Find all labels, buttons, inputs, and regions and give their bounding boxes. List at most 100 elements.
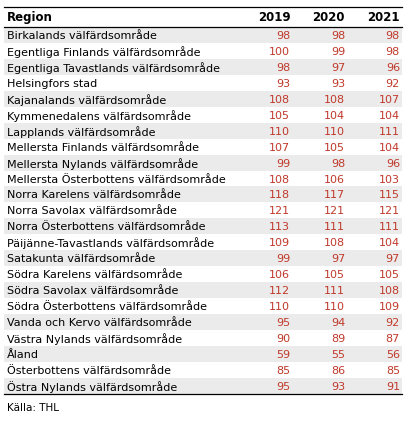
Bar bbox=[4, 346, 401, 362]
Text: Satakunta välfärdsområde: Satakunta välfärdsområde bbox=[7, 254, 155, 264]
Text: 110: 110 bbox=[323, 126, 344, 136]
Bar bbox=[4, 76, 401, 92]
Text: 108: 108 bbox=[323, 238, 344, 248]
Text: Lapplands välfärdsområde: Lapplands välfärdsområde bbox=[7, 126, 156, 137]
Text: 56: 56 bbox=[385, 349, 399, 359]
Text: 98: 98 bbox=[385, 31, 399, 41]
Text: 111: 111 bbox=[323, 222, 344, 232]
Text: 115: 115 bbox=[378, 190, 399, 200]
Text: 96: 96 bbox=[385, 158, 399, 168]
Bar bbox=[4, 235, 401, 251]
Text: 108: 108 bbox=[323, 95, 344, 104]
Text: 107: 107 bbox=[269, 142, 290, 152]
Text: 98: 98 bbox=[330, 158, 344, 168]
Text: 104: 104 bbox=[378, 111, 399, 120]
Bar bbox=[4, 171, 401, 187]
Text: 91: 91 bbox=[385, 381, 399, 391]
Bar bbox=[4, 251, 401, 267]
Text: 98: 98 bbox=[330, 31, 344, 41]
Text: Vanda och Kervo välfärdsområde: Vanda och Kervo välfärdsområde bbox=[7, 317, 192, 327]
Text: Österbottens välfärdsområde: Österbottens välfärdsområde bbox=[7, 365, 171, 375]
Bar bbox=[4, 123, 401, 139]
Bar bbox=[4, 267, 401, 283]
Text: 59: 59 bbox=[275, 349, 290, 359]
Text: 105: 105 bbox=[323, 142, 344, 152]
Bar bbox=[4, 378, 401, 394]
Bar bbox=[4, 92, 401, 108]
Bar bbox=[4, 203, 401, 219]
Text: Egentliga Finlands välfärdsområde: Egentliga Finlands välfärdsområde bbox=[7, 46, 200, 58]
Text: 93: 93 bbox=[330, 79, 344, 89]
Text: 106: 106 bbox=[269, 270, 290, 280]
Text: 104: 104 bbox=[378, 238, 399, 248]
Text: 112: 112 bbox=[269, 286, 290, 295]
Text: 111: 111 bbox=[323, 286, 344, 295]
Text: Norra Savolax välfärdsområde: Norra Savolax välfärdsområde bbox=[7, 206, 177, 216]
Bar bbox=[4, 283, 401, 298]
Text: 86: 86 bbox=[330, 365, 344, 375]
Text: 105: 105 bbox=[323, 270, 344, 280]
Text: Kajanalands välfärdsområde: Kajanalands välfärdsområde bbox=[7, 94, 166, 105]
Text: 108: 108 bbox=[269, 95, 290, 104]
Text: Mellersta Nylands välfärdsområde: Mellersta Nylands välfärdsområde bbox=[7, 157, 198, 169]
Text: 104: 104 bbox=[323, 111, 344, 120]
Text: 121: 121 bbox=[378, 206, 399, 216]
Text: Norra Karelens välfärdsområde: Norra Karelens välfärdsområde bbox=[7, 190, 181, 200]
Text: 109: 109 bbox=[269, 238, 290, 248]
Bar bbox=[4, 155, 401, 171]
Text: 2019: 2019 bbox=[257, 11, 290, 25]
Text: Egentliga Tavastlands välfärdsområde: Egentliga Tavastlands välfärdsområde bbox=[7, 62, 220, 74]
Text: 113: 113 bbox=[269, 222, 290, 232]
Text: 98: 98 bbox=[275, 31, 290, 41]
Text: 98: 98 bbox=[275, 63, 290, 73]
Text: 96: 96 bbox=[385, 63, 399, 73]
Text: 111: 111 bbox=[378, 222, 399, 232]
Text: 105: 105 bbox=[378, 270, 399, 280]
Bar bbox=[4, 362, 401, 378]
Text: Region: Region bbox=[7, 11, 53, 25]
Text: Östra Nylands välfärdsområde: Östra Nylands välfärdsområde bbox=[7, 380, 177, 392]
Text: 97: 97 bbox=[385, 254, 399, 264]
Bar bbox=[4, 298, 401, 314]
Text: 98: 98 bbox=[385, 47, 399, 57]
Text: 110: 110 bbox=[269, 126, 290, 136]
Bar bbox=[4, 187, 401, 203]
Text: Mellersta Österbottens välfärdsområde: Mellersta Österbottens välfärdsområde bbox=[7, 174, 226, 184]
Text: 85: 85 bbox=[275, 365, 290, 375]
Text: Södra Savolax välfärdsområde: Södra Savolax välfärdsområde bbox=[7, 286, 178, 295]
Bar bbox=[4, 44, 401, 60]
Text: Kymmenedalens välfärdsområde: Kymmenedalens välfärdsområde bbox=[7, 110, 191, 121]
Bar bbox=[4, 28, 401, 44]
Bar bbox=[4, 108, 401, 123]
Text: 2020: 2020 bbox=[312, 11, 344, 25]
Text: 93: 93 bbox=[275, 79, 290, 89]
Bar bbox=[4, 314, 401, 330]
Text: Birkalands välfärdsområde: Birkalands välfärdsområde bbox=[7, 31, 157, 41]
Text: 99: 99 bbox=[275, 158, 290, 168]
Bar bbox=[4, 139, 401, 155]
Text: 85: 85 bbox=[385, 365, 399, 375]
Bar bbox=[4, 60, 401, 76]
Text: Päijänne-Tavastlands välfärdsområde: Päijänne-Tavastlands välfärdsområde bbox=[7, 237, 214, 249]
Text: Norra Österbottens välfärdsområde: Norra Österbottens välfärdsområde bbox=[7, 222, 205, 232]
Text: 97: 97 bbox=[330, 254, 344, 264]
Text: 2021: 2021 bbox=[367, 11, 399, 25]
Text: 55: 55 bbox=[330, 349, 344, 359]
Text: 105: 105 bbox=[269, 111, 290, 120]
Text: 118: 118 bbox=[269, 190, 290, 200]
Text: 100: 100 bbox=[269, 47, 290, 57]
Text: Åland: Åland bbox=[7, 349, 39, 359]
Text: 108: 108 bbox=[269, 174, 290, 184]
Text: Södra Karelens välfärdsområde: Södra Karelens välfärdsområde bbox=[7, 270, 182, 280]
Text: 121: 121 bbox=[323, 206, 344, 216]
Text: 90: 90 bbox=[275, 333, 290, 343]
Text: 109: 109 bbox=[378, 301, 399, 311]
Text: Mellersta Finlands välfärdsområde: Mellersta Finlands välfärdsområde bbox=[7, 142, 199, 152]
Bar bbox=[4, 330, 401, 346]
Text: 93: 93 bbox=[330, 381, 344, 391]
Text: 94: 94 bbox=[330, 317, 344, 327]
Text: 103: 103 bbox=[378, 174, 399, 184]
Text: Södra Österbottens välfärdsområde: Södra Österbottens välfärdsområde bbox=[7, 301, 207, 311]
Text: 121: 121 bbox=[269, 206, 290, 216]
Text: 95: 95 bbox=[275, 381, 290, 391]
